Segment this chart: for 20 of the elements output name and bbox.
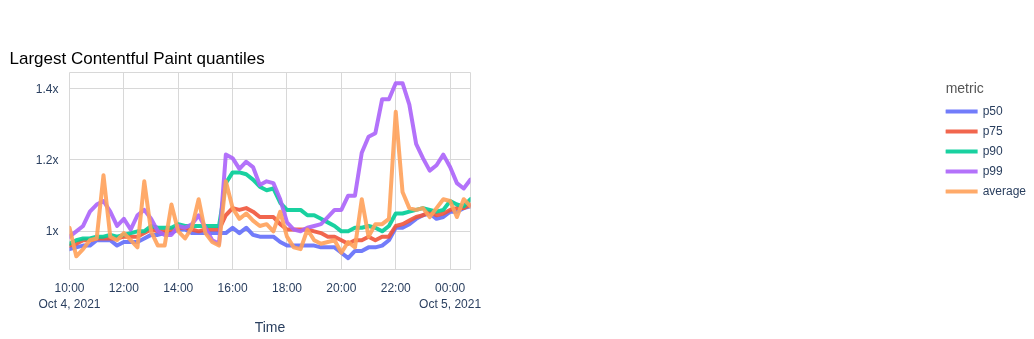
- legend-label: p90: [982, 144, 1003, 158]
- legend-label: average: [982, 184, 1026, 198]
- x-tick-label: 14:00: [163, 280, 194, 295]
- legend-label: p99: [982, 164, 1003, 178]
- y-tick-label: 1.2x: [35, 152, 59, 167]
- chart-title: Largest Contentful Paint quantiles: [9, 48, 265, 68]
- x-tick-label: 18:00: [271, 280, 303, 295]
- x-tick-label: 00:00 Oct 5, 2021: [419, 280, 482, 312]
- x-axis-title: Time: [254, 319, 286, 336]
- y-tick-label: 1.4x: [35, 81, 59, 96]
- x-tick-label: 16:00: [217, 280, 248, 295]
- x-tick-label: 22:00: [380, 280, 412, 295]
- line-series: [69, 109, 471, 259]
- legend-label: p50: [982, 104, 1003, 118]
- legend-title: metric: [945, 80, 985, 96]
- legend-label: p75: [982, 124, 1003, 138]
- x-tick-label: 10:00 Oct 4, 2021: [38, 280, 101, 312]
- x-tick-label: 12:00: [108, 280, 140, 295]
- y-tick-label: 1x: [45, 224, 59, 239]
- x-tick-label: 20:00: [326, 280, 357, 295]
